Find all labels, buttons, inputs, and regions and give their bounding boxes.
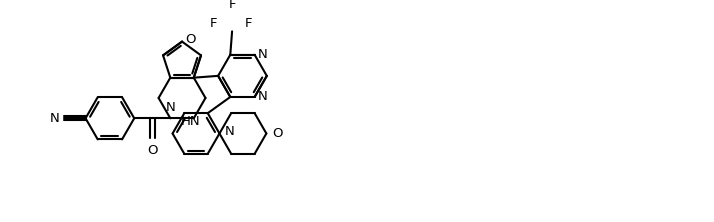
Text: O: O bbox=[147, 145, 158, 157]
Text: O: O bbox=[272, 127, 282, 140]
Text: F: F bbox=[228, 0, 236, 12]
Text: N: N bbox=[166, 101, 175, 114]
Text: N: N bbox=[50, 112, 59, 125]
Text: N: N bbox=[258, 90, 268, 103]
Text: HN: HN bbox=[181, 115, 201, 128]
Text: O: O bbox=[186, 33, 196, 46]
Text: F: F bbox=[245, 17, 252, 30]
Text: F: F bbox=[210, 17, 218, 30]
Text: N: N bbox=[258, 48, 268, 61]
Text: N: N bbox=[225, 125, 235, 138]
